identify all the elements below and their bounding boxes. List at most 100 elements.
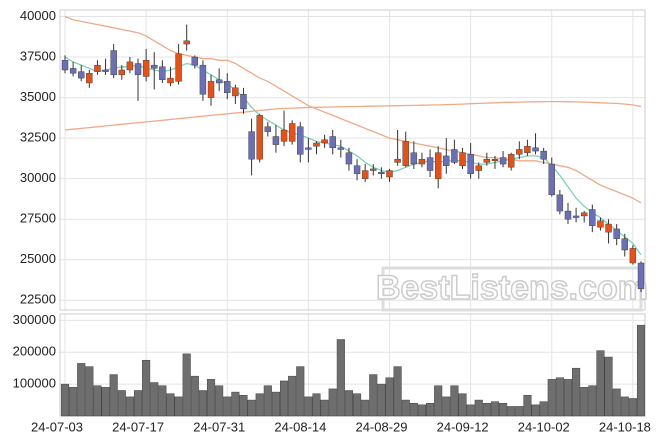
candle-body — [337, 147, 345, 150]
volume-bar — [312, 393, 321, 417]
candle-body — [426, 157, 434, 171]
candle-body — [118, 69, 125, 76]
candle-body — [345, 152, 353, 165]
volume-bar — [263, 385, 272, 417]
volume-bar — [612, 388, 621, 417]
volume-bar — [628, 398, 637, 417]
candle-body — [589, 209, 596, 226]
x-tick-label: 24-10-02 — [518, 419, 570, 434]
candle-body — [556, 194, 564, 212]
volume-bar — [133, 390, 143, 417]
candle-body — [491, 158, 499, 162]
candle-body — [240, 94, 247, 110]
volume-bar — [401, 399, 410, 417]
candle-body — [61, 60, 69, 71]
candle-body — [532, 147, 539, 152]
volume-bar — [385, 377, 394, 417]
volume-bar — [198, 390, 207, 417]
candle-body — [386, 170, 393, 178]
candle-body — [597, 220, 604, 228]
volume-bar — [474, 399, 483, 417]
candle-body — [94, 64, 101, 72]
volume-bar — [458, 393, 467, 417]
candle-body — [451, 149, 458, 163]
candle-body — [321, 139, 328, 144]
volume-bar — [150, 382, 159, 417]
candle-body — [483, 158, 491, 163]
volume-bar — [442, 396, 451, 417]
candle-body — [499, 157, 507, 165]
volume-bar — [190, 375, 199, 417]
volume-bar — [369, 374, 378, 417]
volume-bar — [563, 379, 573, 417]
candle-body — [572, 215, 580, 218]
candle-body — [361, 170, 369, 179]
volume-bar — [166, 393, 175, 417]
candle-body — [191, 56, 199, 66]
volume-bar — [393, 366, 402, 417]
candle-body — [564, 210, 572, 220]
x-tick-label: 24-07-17 — [112, 419, 164, 434]
candle-body — [548, 163, 555, 196]
candle-body — [467, 154, 474, 174]
volume-bar — [117, 390, 126, 417]
volume-bar — [482, 403, 491, 417]
y-tick-label: 35000 — [20, 89, 56, 104]
volume-bar — [531, 404, 540, 417]
volume-bar — [620, 396, 629, 417]
candle-body — [443, 155, 450, 166]
candle-body — [297, 126, 304, 155]
volume-bar — [344, 390, 353, 417]
candle-body — [329, 136, 336, 149]
volume-bar — [409, 403, 418, 417]
volume-bar — [85, 366, 94, 417]
volume-bar — [182, 353, 191, 417]
volume-bar — [101, 387, 110, 417]
candle-body — [272, 136, 280, 145]
candle-body — [126, 61, 134, 71]
volume-bar — [572, 367, 581, 417]
moving-average-line — [64, 15, 642, 204]
candle-body — [167, 77, 174, 84]
volume-bar — [539, 401, 548, 417]
volume-bar — [604, 356, 613, 417]
x-tick-label: 24-08-29 — [355, 419, 407, 434]
volume-bar — [636, 324, 646, 417]
candle-body — [629, 248, 637, 264]
volume-bar — [174, 396, 183, 417]
volume-bar — [215, 385, 224, 417]
candle-body — [370, 168, 377, 171]
volume-bar — [304, 396, 313, 417]
candle-body — [378, 171, 385, 174]
volume-bar — [434, 385, 443, 417]
candle-body — [183, 40, 190, 45]
volume-bar — [490, 401, 500, 417]
volume-bar — [320, 399, 329, 417]
candle-body — [524, 146, 531, 153]
volume-bar — [499, 403, 508, 417]
moving-average-line — [64, 56, 642, 256]
volume-bar — [69, 387, 78, 417]
volume-bar — [239, 395, 248, 417]
candle-body — [418, 158, 426, 165]
x-tick-label: 24-07-03 — [31, 419, 83, 434]
y-tick-label: 32500 — [20, 130, 56, 145]
candle-body — [224, 81, 231, 93]
candle-body — [394, 158, 401, 163]
x-tick-label: 24-08-14 — [274, 419, 326, 434]
volume-bar — [450, 385, 459, 417]
volume-bar — [296, 366, 305, 417]
y-tick-label: 40000 — [20, 8, 56, 23]
y-tick-label: 37500 — [20, 48, 56, 63]
candle-body — [69, 68, 77, 74]
candle-body — [142, 60, 150, 77]
candle-body — [175, 53, 182, 82]
candle-body — [102, 69, 109, 72]
candle-body — [540, 150, 547, 160]
y-tick-label: 300000 — [13, 312, 56, 327]
candle-body — [621, 238, 628, 251]
y-tick-label: 22500 — [20, 292, 56, 307]
volume-bar — [328, 388, 337, 417]
volume-bar — [336, 339, 345, 417]
